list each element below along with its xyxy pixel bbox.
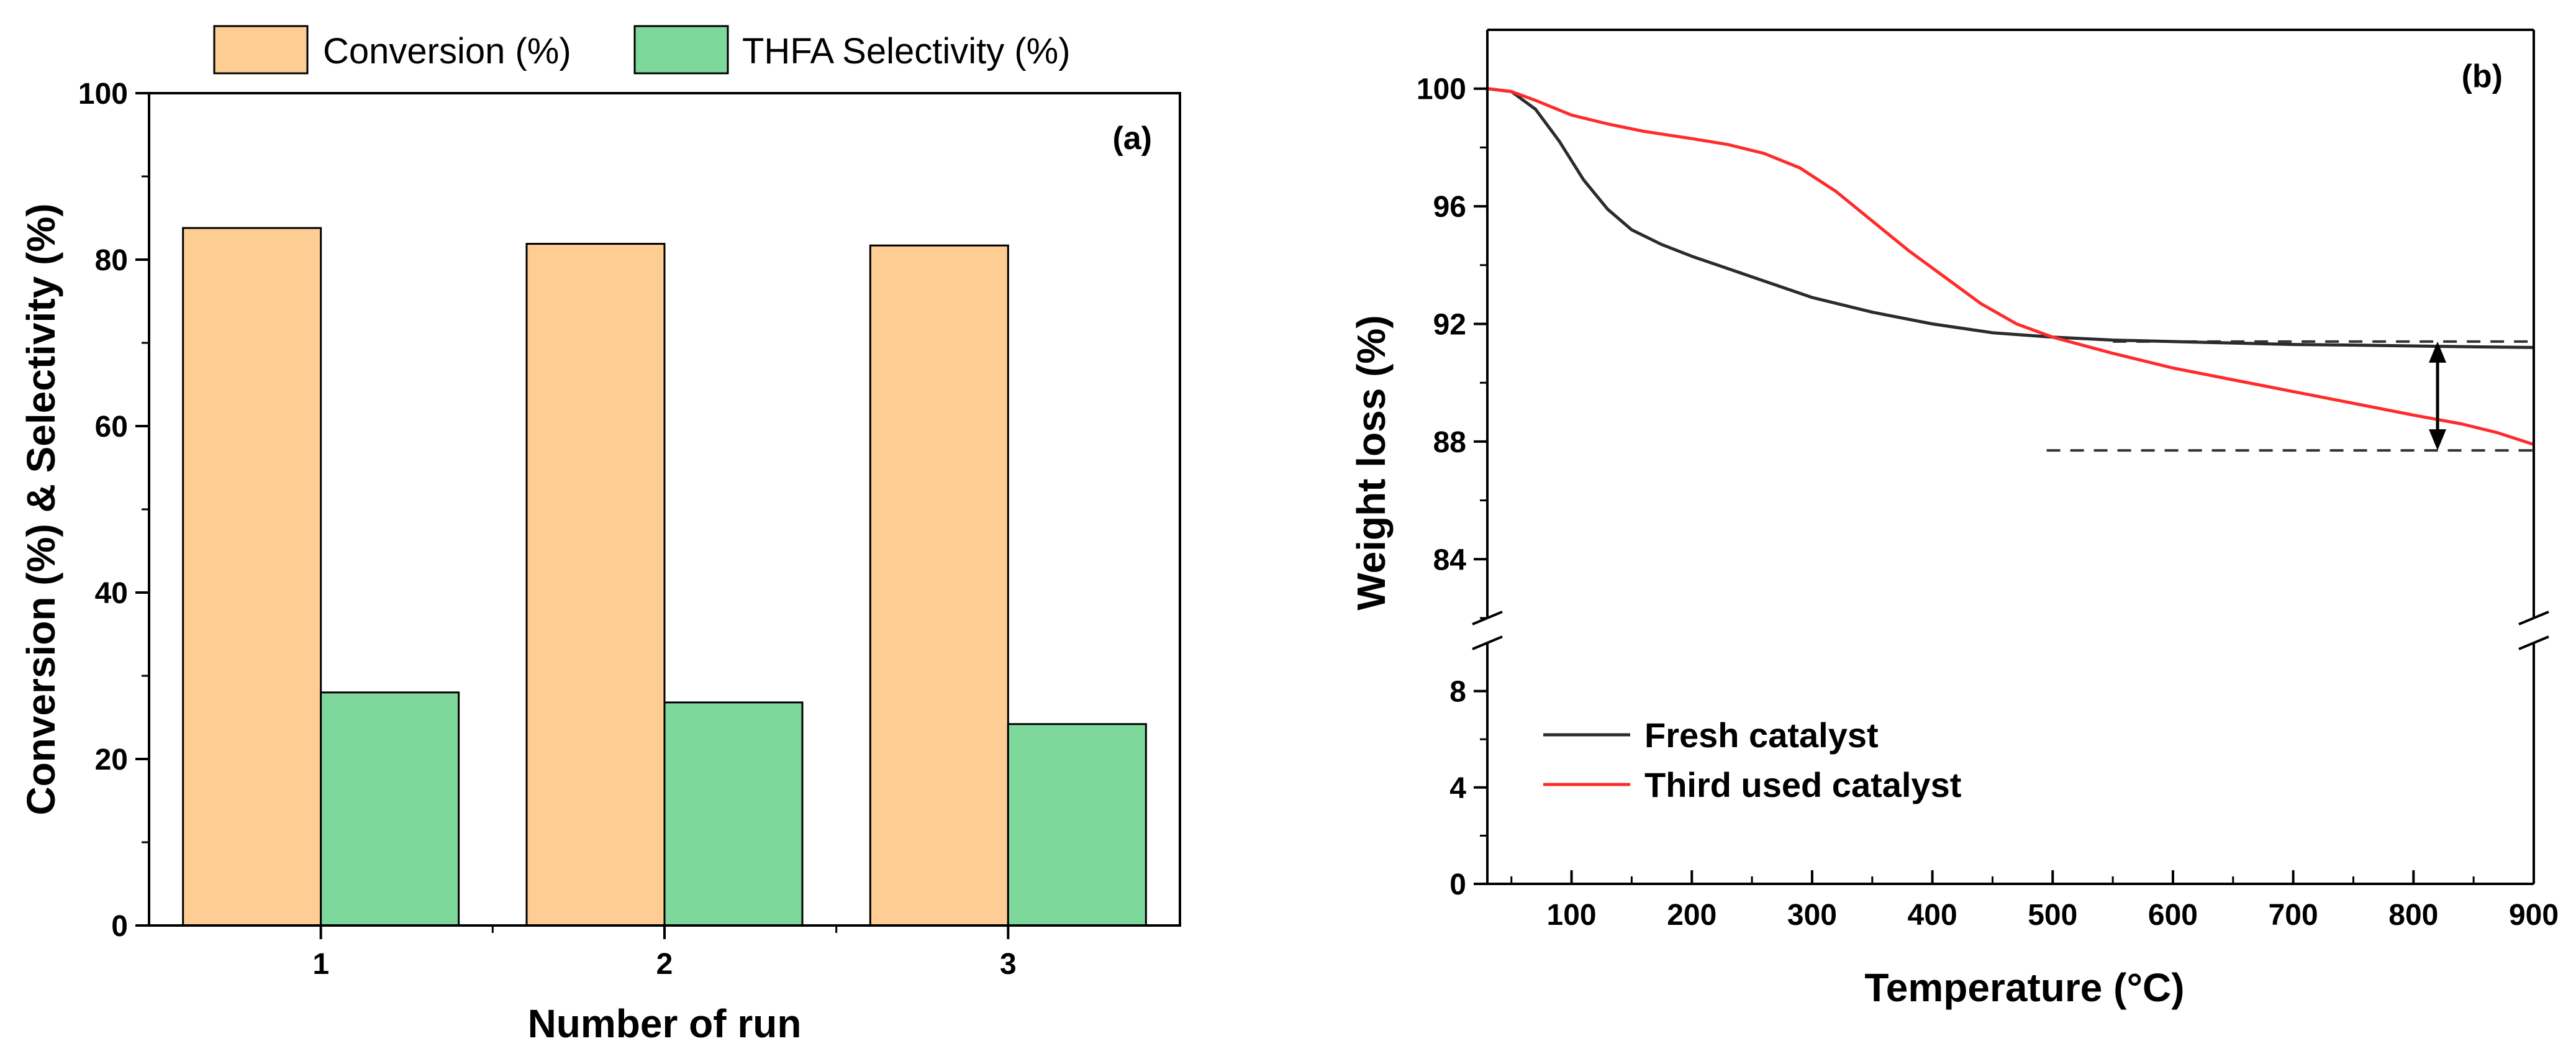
panel-b-series-lines (1487, 87, 2534, 446)
bar-run3-thfa-selectivity (1007, 723, 1147, 927)
x-tick-label: 2 (656, 948, 673, 981)
x-tick-label: 300 (1787, 899, 1837, 932)
y-tick-label: 92 (1433, 309, 1466, 342)
panel-b-y-ticks: 84 88 92 96 100 0 4 8 (1417, 73, 1487, 901)
panel-b-weight-loss-arrow (2429, 341, 2447, 451)
panel-b-y-axis-title: Weight loss (%) (1349, 315, 1394, 610)
x-tick-label: 3 (1000, 948, 1017, 981)
axis-break-mark-right-top (2518, 611, 2549, 625)
y-tick-label: 96 (1433, 191, 1466, 224)
bar-run2-conversion (525, 243, 666, 927)
x-tick-label: 400 (1908, 899, 1957, 932)
x-tick-label: 500 (2028, 899, 2077, 932)
y-tick-label: 100 (1417, 73, 1466, 106)
series-line-third-used-catalyst (1487, 87, 2534, 446)
y-tick-label: 40 (95, 577, 128, 610)
legend-label-thfa-selectivity: THFA Selectivity (%) (742, 31, 1071, 71)
x-tick-label: 700 (2269, 899, 2318, 932)
bar-run2-thfa-selectivity (663, 701, 804, 927)
panel-a-x-ticks: 1 2 3 (312, 925, 1017, 981)
legend-label-conversion: Conversion (%) (323, 31, 571, 71)
panel-a-x-axis-title: Number of run (528, 1001, 802, 1046)
panel-a-legend: Conversion (%) THFA Selectivity (%) (213, 25, 1071, 75)
y-tick-label: 4 (1449, 772, 1466, 805)
x-tick-label: 200 (1667, 899, 1717, 932)
y-tick-label: 60 (95, 411, 128, 443)
x-tick-label: 600 (2148, 899, 2198, 932)
bar-run3-conversion (869, 244, 1009, 927)
arrow-head-top (2429, 341, 2447, 363)
panel-b-line-chart: 84 88 92 96 100 0 4 8 100 200 300 400 500 600 700 800 9… (1349, 29, 2559, 1010)
panel-b-legend: Fresh catalyst Third used catalyst (1543, 716, 1961, 804)
y-tick-label: 0 (111, 910, 128, 943)
y-tick-label: 0 (1449, 868, 1466, 901)
y-tick-label: 84 (1433, 543, 1467, 576)
panel-a-y-ticks: 0 20 40 60 80 100 (78, 78, 149, 943)
panel-b-reference-lines (2046, 340, 2534, 452)
x-tick-label: 800 (2388, 899, 2438, 932)
axis-break-mark-right-bottom (2518, 635, 2549, 650)
panel-b-x-axis-title: Temperature (°C) (1864, 965, 2184, 1010)
axis-break-mark-left-bottom (1472, 635, 1503, 650)
panel-b-tag: (b) (2462, 58, 2503, 94)
panel-b-plot-frame (1472, 29, 2549, 885)
series-line-fresh-catalyst (1487, 87, 2534, 349)
x-tick-label: 900 (2509, 899, 2559, 932)
y-tick-label: 88 (1433, 426, 1466, 459)
y-tick-label: 8 (1449, 676, 1466, 709)
panel-a-tag: (a) (1112, 120, 1152, 157)
legend-label-third-used-catalyst: Third used catalyst (1644, 765, 1961, 804)
x-tick-label: 100 (1547, 899, 1597, 932)
panel-b-x-ticks: 100 200 300 400 500 600 700 800 900 (1510, 870, 2559, 932)
legend-swatch-conversion (213, 25, 309, 75)
arrow-head-bottom (2429, 429, 2447, 451)
y-tick-label: 20 (95, 743, 128, 776)
y-tick-label: 80 (95, 244, 128, 277)
panel-a-bars (182, 227, 1147, 927)
bar-run1-thfa-selectivity (320, 691, 460, 927)
legend-swatch-thfa-selectivity (633, 25, 729, 75)
panel-a-bar-chart: Conversion (%) THFA Selectivity (%) 0 20 4… (19, 25, 1181, 1046)
bar-run1-conversion (182, 227, 322, 927)
x-tick-label: 1 (312, 948, 329, 981)
y-tick-label: 100 (78, 78, 128, 111)
panel-a-y-axis-title: Conversion (%) & Selectivity (%) (19, 203, 63, 815)
legend-label-fresh-catalyst: Fresh catalyst (1644, 716, 1879, 755)
